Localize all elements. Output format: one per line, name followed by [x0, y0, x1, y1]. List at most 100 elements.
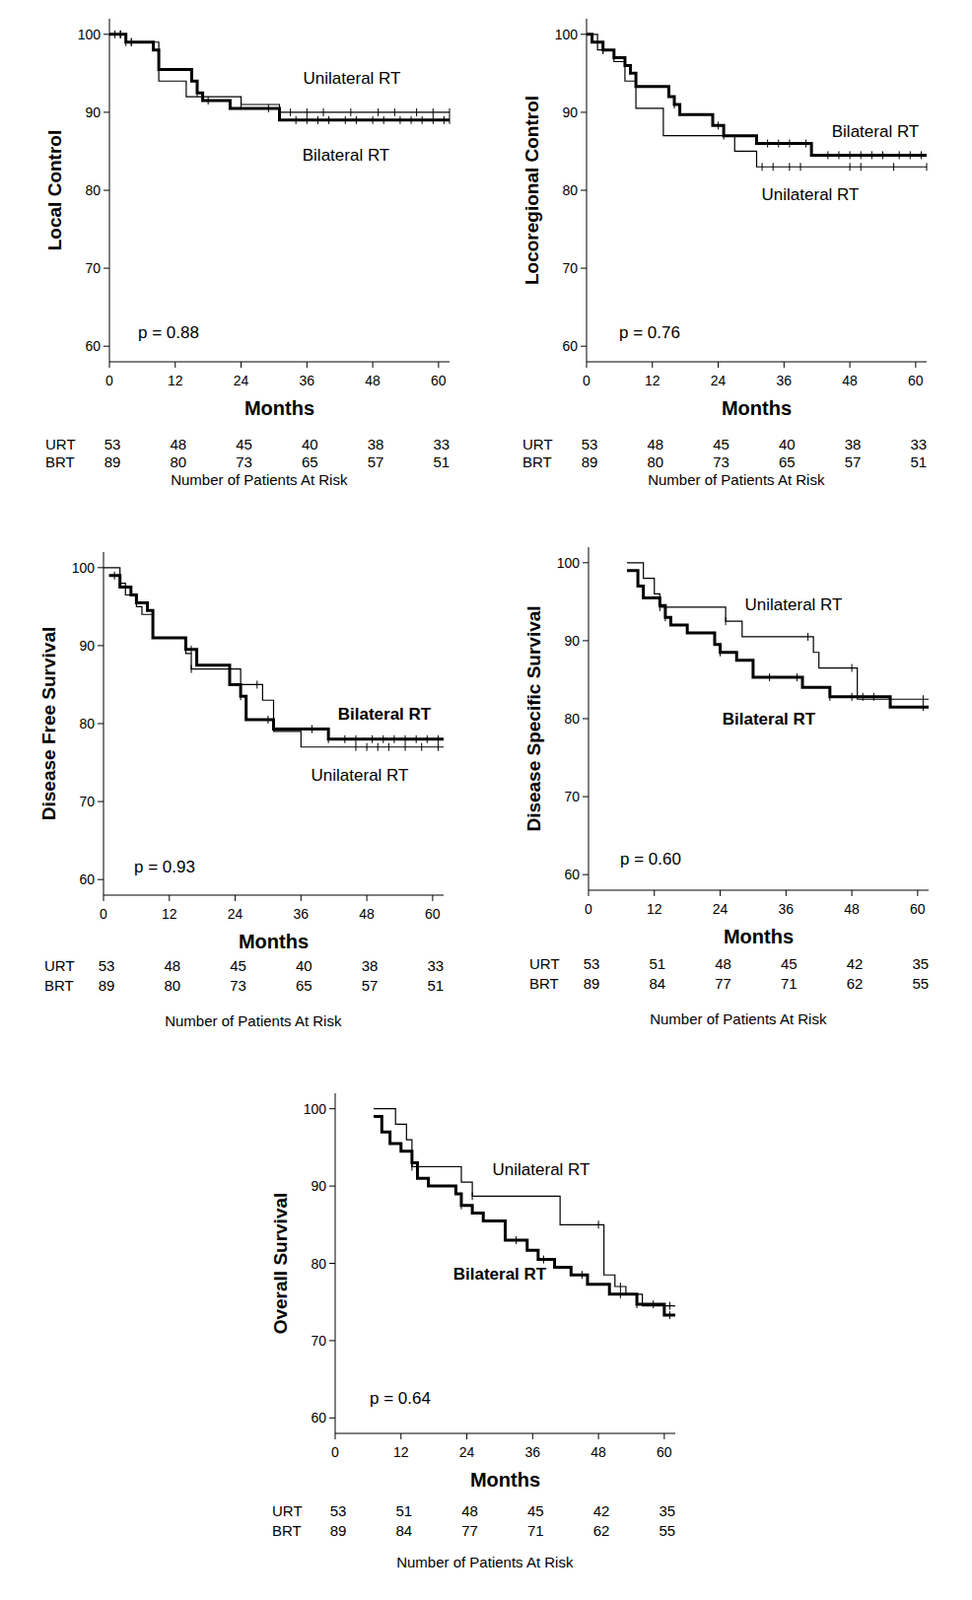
risk-row-label: URT: [272, 1502, 303, 1520]
risk-count: 51: [910, 453, 928, 471]
risk-count: 40: [778, 435, 796, 453]
censor-mark: [208, 96, 209, 105]
risk-count: 42: [593, 1502, 611, 1520]
x-tick-label: 24: [710, 372, 727, 389]
censor-mark: [114, 571, 116, 580]
risk-table-title: Number of Patients At Risk: [164, 1012, 343, 1030]
y-tick: [97, 644, 104, 646]
censor-mark: [295, 116, 297, 125]
risk-count: 89: [581, 453, 599, 471]
censor-mark: [882, 150, 884, 159]
censor-mark: [837, 150, 839, 159]
risk-count: 57: [361, 976, 379, 994]
p-value: p = 0.88: [138, 323, 200, 343]
censor-mark: [131, 38, 133, 47]
x-tick-label: 48: [841, 372, 858, 389]
km-panel: 6070809010001224364860MonthsOverall Surv…: [270, 1093, 676, 1571]
censor-mark: [674, 100, 676, 109]
plot-area: [586, 34, 927, 171]
figure: 6070809010001224364860MonthsLocal Contro…: [0, 0, 972, 1600]
y-tick: [582, 796, 589, 798]
x-tick: [437, 361, 439, 368]
risk-count: 51: [433, 453, 451, 471]
censor-mark: [581, 1270, 583, 1279]
y-tick: [103, 111, 110, 113]
censor-mark: [909, 150, 911, 159]
censor-mark: [449, 116, 451, 125]
series-label: Bilateral RT: [453, 1264, 548, 1284]
censor-mark: [131, 38, 133, 47]
x-tick-label: 36: [525, 1444, 542, 1460]
risk-count: 84: [395, 1522, 413, 1539]
risk-count: 33: [427, 957, 445, 974]
plot-area: [103, 567, 444, 752]
censor-mark: [354, 735, 356, 744]
p-value: p = 0.64: [369, 1388, 431, 1408]
x-tick: [335, 1433, 337, 1440]
x-tick: [234, 895, 236, 902]
censor-mark: [926, 162, 928, 171]
risk-count: 48: [714, 955, 732, 972]
p-value: p = 0.76: [619, 323, 681, 343]
p-value: p = 0.60: [620, 849, 682, 869]
survival-curve: [373, 1109, 676, 1307]
x-tick-label: 0: [99, 905, 108, 922]
y-tick: [329, 1339, 336, 1341]
censor-mark: [862, 693, 864, 701]
x-tick-label: 48: [358, 905, 375, 922]
censor-mark: [191, 665, 193, 674]
censor-mark: [416, 108, 417, 117]
censor-mark: [328, 735, 330, 744]
x-tick-label: 60: [424, 905, 441, 922]
survival-curve: [109, 34, 450, 113]
risk-count: 80: [646, 453, 664, 471]
risk-count: 51: [395, 1502, 413, 1520]
y-tick-label: 60: [84, 338, 101, 354]
y-tick-label: 80: [78, 715, 95, 732]
y-tick-label: 90: [78, 637, 95, 654]
risk-count: 65: [295, 976, 313, 994]
censor-mark: [388, 743, 390, 752]
x-tick: [532, 1433, 534, 1440]
x-tick: [300, 895, 302, 902]
x-tick-label: 36: [299, 372, 316, 389]
x-axis: [109, 361, 450, 363]
y-tick-label: 80: [563, 710, 580, 727]
y-tick-label: 100: [556, 555, 581, 571]
risk-count: 38: [844, 435, 862, 453]
censor-mark: [411, 1159, 413, 1168]
x-axis-label: Months: [721, 397, 792, 419]
censor-mark: [432, 116, 434, 125]
x-tick: [663, 1433, 665, 1440]
x-tick-label: 36: [776, 372, 793, 389]
risk-count: 45: [712, 435, 730, 453]
censor-mark: [515, 1236, 517, 1245]
y-tick: [582, 639, 589, 641]
risk-count: 53: [98, 957, 116, 974]
risk-count: 73: [712, 453, 730, 471]
risk-count: 71: [780, 974, 798, 992]
censor-mark: [796, 673, 798, 682]
x-tick-label: 48: [843, 901, 860, 917]
y-tick-label: 60: [561, 338, 578, 354]
series-label: Unilateral RT: [492, 1160, 591, 1180]
censor-mark: [827, 150, 829, 159]
risk-row-label: BRT: [272, 1522, 302, 1539]
y-tick-label: 90: [563, 632, 580, 649]
y-axis-label: Disease Free Survival: [38, 626, 60, 821]
y-tick-label: 70: [78, 793, 95, 810]
survival-curve: [586, 34, 927, 167]
censor-mark: [349, 108, 351, 117]
x-tick-label: 12: [167, 372, 184, 389]
y-tick: [97, 723, 104, 725]
risk-count: 77: [714, 974, 732, 992]
y-tick-label: 70: [310, 1332, 327, 1349]
censor-mark: [851, 693, 853, 701]
x-tick-label: 12: [646, 901, 663, 917]
x-tick: [588, 890, 590, 897]
censor-mark: [460, 1201, 462, 1210]
risk-count: 48: [169, 435, 187, 453]
x-tick-label: 60: [907, 372, 924, 389]
censor-mark: [256, 680, 258, 689]
y-tick: [329, 1185, 336, 1187]
